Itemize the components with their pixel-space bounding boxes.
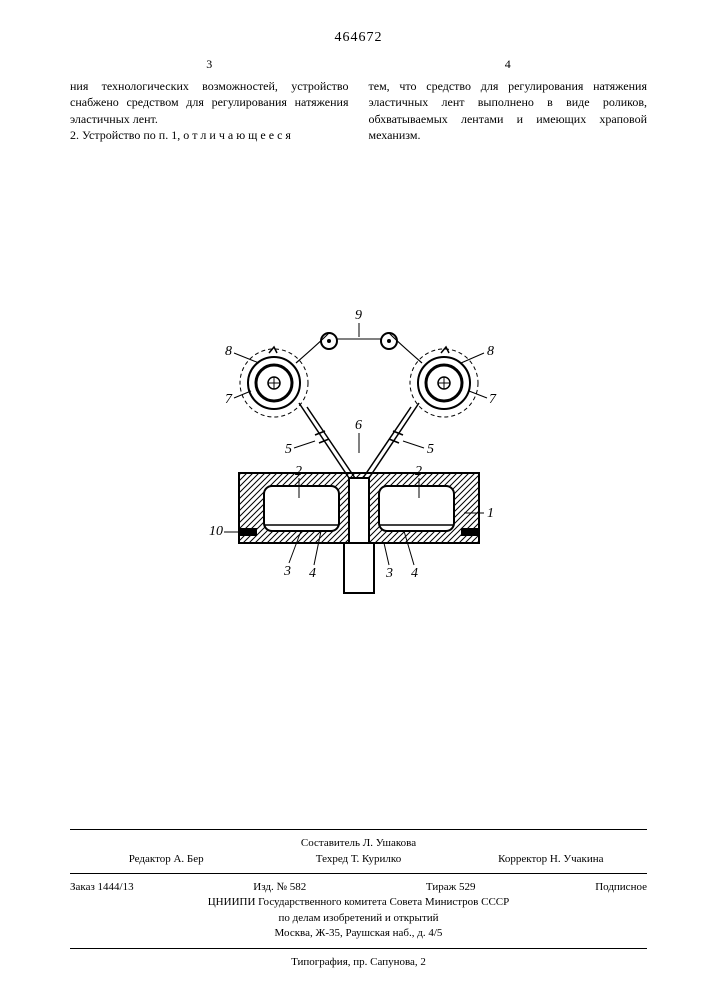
org2: по делам изобретений и открытий [70,911,647,926]
left-col-text: ния технологических возможностей, устрой… [70,78,349,143]
print-info-row: Заказ 1444/13 Изд. № 582 Тираж 529 Подпи… [70,880,647,895]
svg-text:8: 8 [487,344,494,359]
svg-text:3: 3 [385,566,393,581]
techred: Техред Т. Курилко [262,852,454,867]
right-column: 4 тем, что средство для регулирования на… [369,56,648,143]
svg-text:10: 10 [209,524,223,539]
credits-row: Редактор А. Бер Техред Т. Курилко Коррек… [70,852,647,867]
order: Заказ 1444/13 [70,880,134,895]
figure-svg: 8 7 8 7 9 5 5 6 2 2 1 [189,303,529,603]
figure: 8 7 8 7 9 5 5 6 2 2 1 [70,193,647,713]
svg-text:4: 4 [309,566,316,581]
compiler: Составитель Л. Ушакова [70,836,647,851]
svg-text:5: 5 [427,442,434,457]
left-column: 3 ния технологических возможностей, устр… [70,56,349,143]
right-col-number: 4 [369,56,648,72]
subscription: Подписное [595,880,647,895]
svg-text:5: 5 [285,442,292,457]
tirazh: Тираж 529 [426,880,476,895]
svg-text:9: 9 [355,308,362,323]
address: Москва, Ж-35, Раушская наб., д. 4/5 [70,926,647,941]
svg-text:2: 2 [295,464,302,479]
svg-text:8: 8 [225,344,232,359]
svg-text:7: 7 [225,392,233,407]
patent-page: 464672 3 ния технологических возможносте… [0,0,707,1000]
svg-text:6: 6 [355,418,362,433]
svg-text:7: 7 [489,392,497,407]
right-col-text: тем, что средство для регулирования натя… [369,78,648,143]
typography: Типография, пр. Сапунова, 2 [70,955,647,970]
editor: Редактор А. Бер [70,852,262,867]
org1: ЦНИИПИ Государственного комитета Совета … [70,895,647,910]
izd: Изд. № 582 [253,880,306,895]
svg-text:4: 4 [411,566,418,581]
corrector: Корректор Н. Учакина [455,852,647,867]
text-columns: 3 ния технологических возможностей, устр… [70,56,647,143]
svg-text:2: 2 [415,464,422,479]
footer: Составитель Л. Ушакова Редактор А. Бер Т… [70,823,647,970]
svg-text:1: 1 [487,506,494,521]
patent-number: 464672 [70,30,647,46]
svg-text:3: 3 [283,564,291,579]
left-col-number: 3 [70,56,349,72]
